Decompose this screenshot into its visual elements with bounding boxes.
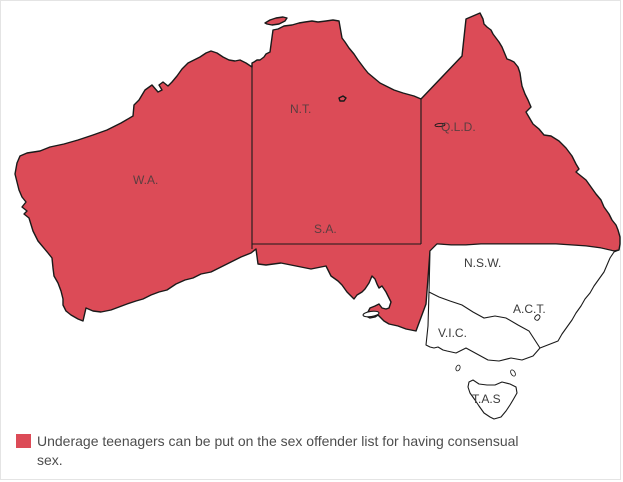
svg-text:Q.L.D.: Q.L.D.	[441, 120, 476, 134]
svg-text:S.A.: S.A.	[314, 222, 337, 236]
svg-text:N.T.: N.T.	[290, 102, 311, 116]
svg-text:T.A.S: T.A.S	[472, 392, 501, 406]
svg-text:W.A.: W.A.	[133, 173, 158, 187]
svg-text:V.I.C.: V.I.C.	[438, 326, 467, 340]
svg-text:N.S.W.: N.S.W.	[464, 256, 501, 270]
svg-text:A.C.T.: A.C.T.	[513, 302, 546, 316]
